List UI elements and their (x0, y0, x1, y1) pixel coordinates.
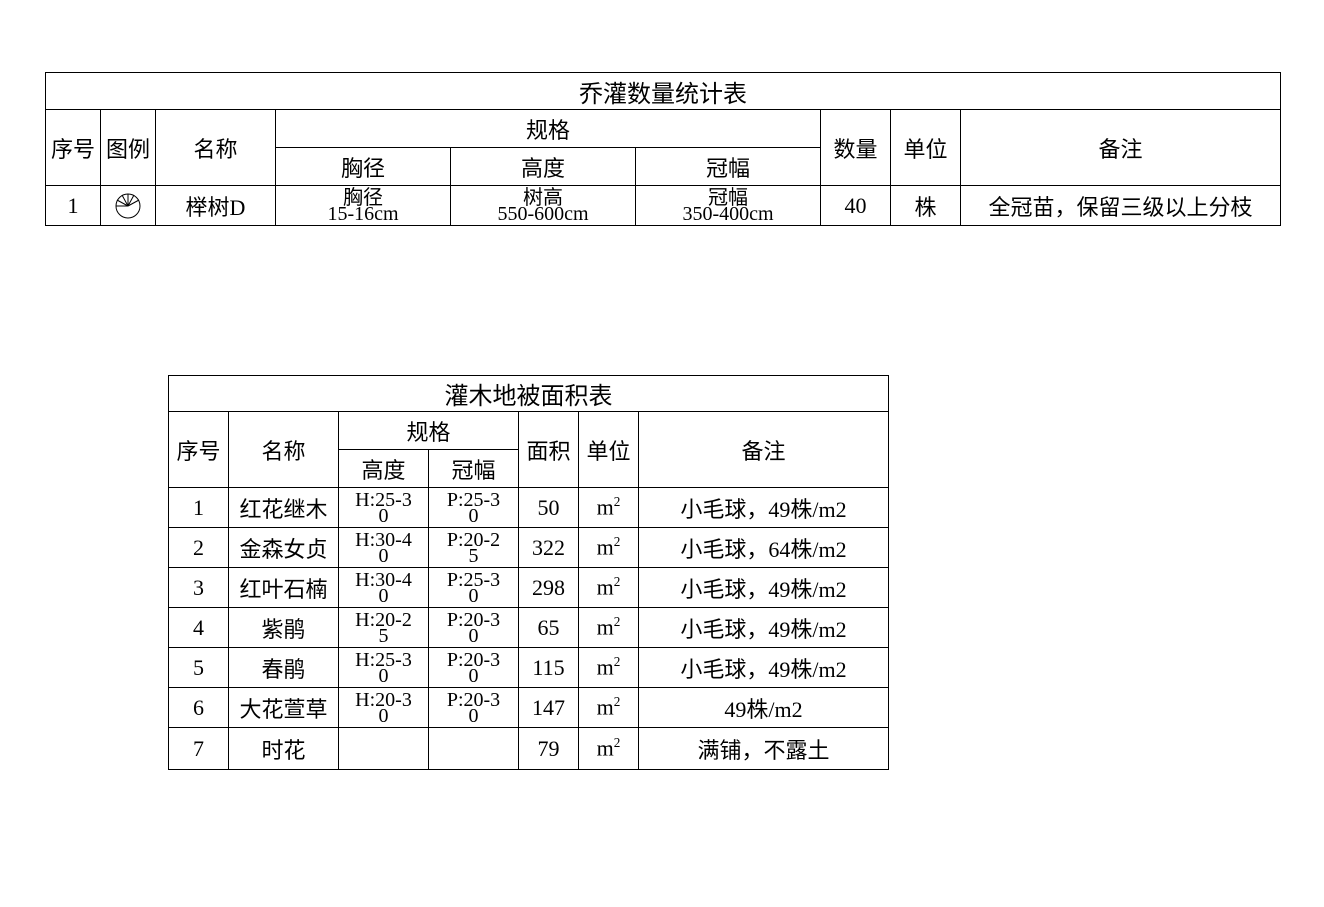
t1-r1-dbh: 胸径 15-16cm (276, 186, 451, 226)
shrub-groundcover-table: 灌木地被面积表 序号 名称 规格 面积 单位 备注 高度 冠幅 1红花继木H:2… (168, 375, 889, 770)
t2-r1-crown: P:25-30 (429, 488, 519, 528)
t2-r6-seq: 6 (169, 688, 229, 728)
t2-r3-area: 298 (519, 568, 579, 608)
t2-r1-area: 50 (519, 488, 579, 528)
t2-r3-name: 红叶石楠 (229, 568, 339, 608)
t2-r5-note: 小毛球，49株/m2 (639, 648, 889, 688)
t2-r1-seq: 1 (169, 488, 229, 528)
t1-r1-crown: 冠幅 350-400cm (636, 186, 821, 226)
table-row: 5春鹃H:25-30P:20-30115m2小毛球，49株/m2 (169, 648, 889, 688)
t2-r2-name: 金森女贞 (229, 528, 339, 568)
t1-r1-unit: 株 (891, 186, 961, 226)
t1-h-unit: 单位 (891, 110, 961, 186)
t2-r3-note: 小毛球，49株/m2 (639, 568, 889, 608)
t1-r1-note: 全冠苗，保留三级以上分枝 (961, 186, 1281, 226)
t2-r2-seq: 2 (169, 528, 229, 568)
t1-h-spec: 规格 (276, 110, 821, 148)
t2-r2-height: H:30-40 (339, 528, 429, 568)
t2-r7-unit: m2 (579, 728, 639, 770)
t1-h-dbh: 胸径 (276, 148, 451, 186)
t2-h-area: 面积 (519, 412, 579, 488)
t2-r4-name: 紫鹃 (229, 608, 339, 648)
t2-r5-seq: 5 (169, 648, 229, 688)
t2-r3-seq: 3 (169, 568, 229, 608)
t2-r2-note: 小毛球，64株/m2 (639, 528, 889, 568)
t2-r1-height: H:25-30 (339, 488, 429, 528)
t2-r6-crown: P:20-30 (429, 688, 519, 728)
t2-r2-area: 322 (519, 528, 579, 568)
t2-r4-unit: m2 (579, 608, 639, 648)
t2-r4-seq: 4 (169, 608, 229, 648)
table-row: 2金森女贞H:30-40P:20-25322m2小毛球，64株/m2 (169, 528, 889, 568)
t1-title: 乔灌数量统计表 (46, 73, 1281, 110)
t2-r5-crown: P:20-30 (429, 648, 519, 688)
table-row: 3红叶石楠H:30-40P:25-30298m2小毛球，49株/m2 (169, 568, 889, 608)
t2-r1-unit: m2 (579, 488, 639, 528)
t2-r7-height (339, 728, 429, 770)
t2-r7-area: 79 (519, 728, 579, 770)
t2-h-spec: 规格 (339, 412, 519, 450)
t2-r5-height: H:25-30 (339, 648, 429, 688)
t1-h-legend: 图例 (101, 110, 156, 186)
t2-r5-area: 115 (519, 648, 579, 688)
t2-r7-note: 满铺，不露土 (639, 728, 889, 770)
t2-r1-name: 红花继木 (229, 488, 339, 528)
t1-h-name: 名称 (156, 110, 276, 186)
table-row: 6大花萱草H:20-30P:20-30147m249株/m2 (169, 688, 889, 728)
t1-r1-qty: 40 (821, 186, 891, 226)
t2-r5-unit: m2 (579, 648, 639, 688)
t2-h-name: 名称 (229, 412, 339, 488)
table-row: 7时花 79m2满铺，不露土 (169, 728, 889, 770)
t2-r7-crown (429, 728, 519, 770)
t2-r4-height: H:20-25 (339, 608, 429, 648)
t2-r2-unit: m2 (579, 528, 639, 568)
t2-r3-unit: m2 (579, 568, 639, 608)
t1-h-crown: 冠幅 (636, 148, 821, 186)
t1-h-seq: 序号 (46, 110, 101, 186)
table-row: 4紫鹃H:20-25P:20-3065m2小毛球，49株/m2 (169, 608, 889, 648)
t2-r2-crown: P:20-25 (429, 528, 519, 568)
t2-r6-unit: m2 (579, 688, 639, 728)
t2-r7-name: 时花 (229, 728, 339, 770)
t2-r5-name: 春鹃 (229, 648, 339, 688)
table-row: 1红花继木H:25-30P:25-3050m2小毛球，49株/m2 (169, 488, 889, 528)
t1-r1-height: 树高 550-600cm (451, 186, 636, 226)
t1-r1-legend (101, 186, 156, 226)
t2-r6-area: 147 (519, 688, 579, 728)
t1-r1-seq: 1 (46, 186, 101, 226)
t1-r1-name: 榉树D (156, 186, 276, 226)
t2-r4-crown: P:20-30 (429, 608, 519, 648)
t2-h-height: 高度 (339, 450, 429, 488)
tree-legend-icon (114, 192, 142, 220)
t2-h-note: 备注 (639, 412, 889, 488)
t2-r4-area: 65 (519, 608, 579, 648)
t2-h-seq: 序号 (169, 412, 229, 488)
t2-r4-note: 小毛球，49株/m2 (639, 608, 889, 648)
t1-h-height: 高度 (451, 148, 636, 186)
t1-h-qty: 数量 (821, 110, 891, 186)
tree-shrub-table: 乔灌数量统计表 序号 图例 名称 规格 数量 单位 备注 胸径 高度 冠幅 1 … (45, 72, 1281, 226)
t2-h-unit: 单位 (579, 412, 639, 488)
t2-r6-name: 大花萱草 (229, 688, 339, 728)
t2-r3-crown: P:25-30 (429, 568, 519, 608)
t2-r6-note: 49株/m2 (639, 688, 889, 728)
t2-r6-height: H:20-30 (339, 688, 429, 728)
t2-r7-seq: 7 (169, 728, 229, 770)
t1-h-note: 备注 (961, 110, 1281, 186)
t2-title: 灌木地被面积表 (169, 376, 889, 412)
t2-r1-note: 小毛球，49株/m2 (639, 488, 889, 528)
t2-h-crown: 冠幅 (429, 450, 519, 488)
t2-r3-height: H:30-40 (339, 568, 429, 608)
